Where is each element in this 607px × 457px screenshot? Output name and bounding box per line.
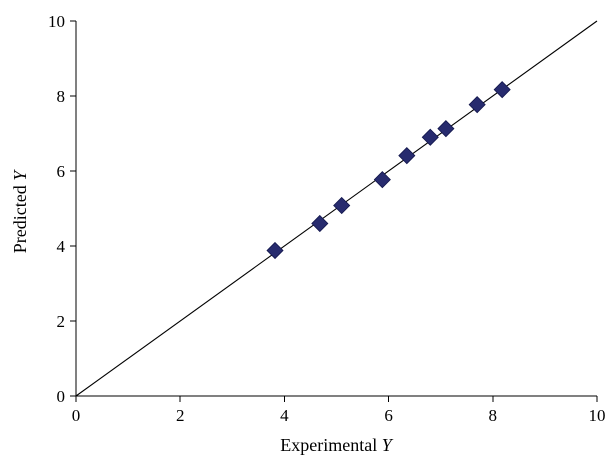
y-tick-label: 6 xyxy=(57,162,66,181)
x-tick-label: 0 xyxy=(72,406,81,425)
y-tick-label: 10 xyxy=(48,12,65,31)
y-tick-label: 0 xyxy=(57,387,66,406)
x-tick-label: 8 xyxy=(489,406,498,425)
data-point xyxy=(398,147,416,165)
x-tick-label: 10 xyxy=(589,406,606,425)
y-axis-title-text: Predicted xyxy=(10,185,30,253)
x-axis-title-text: Experimental xyxy=(280,435,377,455)
data-point xyxy=(373,171,391,189)
y-tick-label: 4 xyxy=(57,237,66,256)
x-tick-label: 2 xyxy=(176,406,185,425)
x-axis-title-variable: Y xyxy=(382,435,394,455)
axes: 0 2 4 6 8 10 0 2 4 6 8 10 xyxy=(48,12,606,425)
x-tick-label: 6 xyxy=(384,406,393,425)
y-tick-label: 2 xyxy=(57,312,66,331)
data-point xyxy=(311,214,329,233)
x-axis-title: Experimental Y xyxy=(280,435,393,455)
data-point xyxy=(266,241,284,260)
data-point xyxy=(468,96,486,114)
data-point xyxy=(333,196,351,215)
data-point xyxy=(437,120,455,138)
data-point xyxy=(421,128,439,146)
y-tick-label: 8 xyxy=(57,87,66,106)
x-tick-label: 4 xyxy=(280,406,289,425)
y-axis-title-variable: Y xyxy=(10,169,30,181)
data-point xyxy=(493,81,511,99)
plot-area xyxy=(75,20,598,397)
y-axis-title: Predicted Y xyxy=(10,169,30,253)
